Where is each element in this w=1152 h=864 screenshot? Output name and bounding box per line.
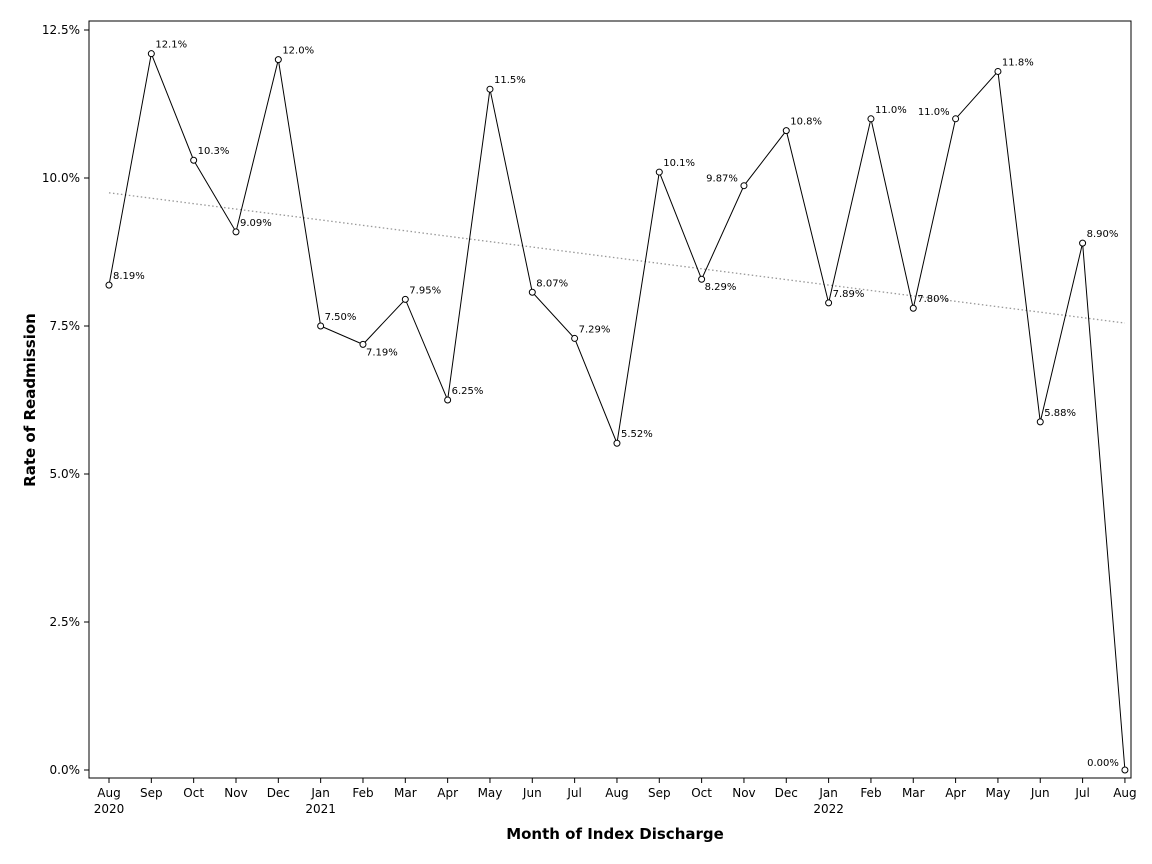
y-tick-label: 5.0%: [50, 467, 81, 481]
data-point: [444, 396, 452, 404]
trend-line: [108, 192, 1126, 324]
data-point: [655, 168, 663, 176]
x-tick-label: Oct: [183, 786, 204, 800]
x-tick-label: Nov: [224, 786, 247, 800]
data-point: [571, 334, 579, 342]
data-label: 7.19%: [366, 347, 398, 358]
data-point: [1036, 418, 1044, 426]
x-tick-label: May: [478, 786, 503, 800]
data-point: [486, 85, 494, 93]
data-point: [825, 299, 833, 307]
data-label: 7.89%: [833, 289, 865, 300]
data-label: 12.0%: [282, 46, 314, 57]
data-label: 12.1%: [155, 40, 187, 51]
data-point: [190, 156, 198, 164]
x-tick-label: Mar: [902, 786, 925, 800]
x-tick-label: Jul: [566, 786, 581, 800]
x-tick-label: Mar: [394, 786, 417, 800]
x-tick-label: Jan: [310, 786, 330, 800]
x-tick-label: Dec: [267, 786, 290, 800]
data-point: [528, 288, 536, 296]
data-label: 5.52%: [621, 429, 653, 440]
data-label: 5.88%: [1044, 408, 1076, 419]
x-tick-label: Feb: [352, 786, 373, 800]
data-point: [613, 439, 621, 447]
data-label: 6.25%: [452, 386, 484, 397]
data-point: [994, 67, 1002, 75]
x-tick-label: May: [986, 786, 1011, 800]
data-label: 8.07%: [536, 278, 568, 289]
data-point: [1079, 239, 1087, 247]
data-label: 8.29%: [705, 282, 737, 293]
data-point: [401, 295, 409, 303]
x-tick-label: Jun: [522, 786, 542, 800]
x-axis: Aug Sep Oct Nov Dec Jan Feb Mar Apr May Jun Jul Aug S…: [94, 778, 1137, 816]
data-label: 8.19%: [113, 271, 145, 282]
x-tick-label: Sep: [140, 786, 163, 800]
plot-frame: [88, 20, 1132, 779]
x-tick-label: Aug: [97, 786, 120, 800]
data-point: [782, 127, 790, 135]
data-point: [359, 340, 367, 348]
x-tick-label: Dec: [775, 786, 798, 800]
x-tick-label: Jan: [818, 786, 838, 800]
x-tick-label: Jun: [1030, 786, 1050, 800]
x-tick-label: Feb: [860, 786, 881, 800]
data-point: [698, 275, 706, 283]
data-point: [867, 115, 875, 123]
x-year-label: 2022: [813, 802, 844, 816]
data-label: 10.1%: [663, 158, 695, 169]
y-tick-label: 0.0%: [50, 763, 81, 777]
series-line: [108, 51, 1126, 771]
x-tick-label: Jul: [1074, 786, 1089, 800]
x-tick-label: Nov: [732, 786, 755, 800]
data-label: 11.0%: [875, 105, 907, 116]
data-labels: 8.19% 12.1% 10.3% 9.09% 12.0% 7.50% 7.19% 7.95%…: [113, 40, 1119, 769]
data-label: 10.3%: [198, 146, 230, 157]
data-label: 11.8%: [1002, 57, 1034, 68]
y-axis-title: Rate of Readmission: [21, 313, 39, 487]
y-tick-label: 10.0%: [42, 171, 80, 185]
data-points: [105, 50, 1129, 774]
x-tick-label: Aug: [605, 786, 628, 800]
data-point: [232, 228, 240, 236]
data-label: 8.90%: [1087, 229, 1119, 240]
x-tick-label: Apr: [437, 786, 458, 800]
y-axis: 0.0% 2.5% 5.0% 7.5% 10.0% 12.5%: [42, 23, 89, 777]
data-label: 0.00%: [1087, 758, 1119, 769]
x-tick-label: Aug: [1113, 786, 1136, 800]
x-tick-label: Oct: [691, 786, 712, 800]
x-axis-title: Month of Index Discharge: [506, 825, 724, 843]
y-tick-label: 12.5%: [42, 23, 80, 37]
y-tick-label: 7.5%: [50, 319, 81, 333]
data-point: [317, 322, 325, 330]
x-year-label: 2020: [94, 802, 125, 816]
data-point: [909, 304, 917, 312]
data-label: 10.8%: [790, 117, 822, 128]
x-tick-label: Apr: [945, 786, 966, 800]
data-point: [105, 281, 113, 289]
data-label: 11.0%: [918, 107, 950, 118]
data-point: [952, 115, 960, 123]
data-label: 7.95%: [409, 285, 441, 296]
data-point: [147, 50, 155, 58]
data-label: 7.80%: [917, 294, 949, 305]
data-point: [1121, 766, 1129, 774]
x-tick-label: Sep: [648, 786, 671, 800]
data-label: 11.5%: [494, 75, 526, 86]
data-label: 9.09%: [240, 218, 272, 229]
data-label: 7.29%: [579, 324, 611, 335]
data-point: [740, 182, 748, 190]
data-point: [274, 56, 282, 64]
data-label: 7.50%: [325, 312, 357, 323]
data-label: 9.87%: [706, 174, 738, 185]
y-tick-label: 2.5%: [50, 615, 81, 629]
x-year-label: 2021: [305, 802, 336, 816]
